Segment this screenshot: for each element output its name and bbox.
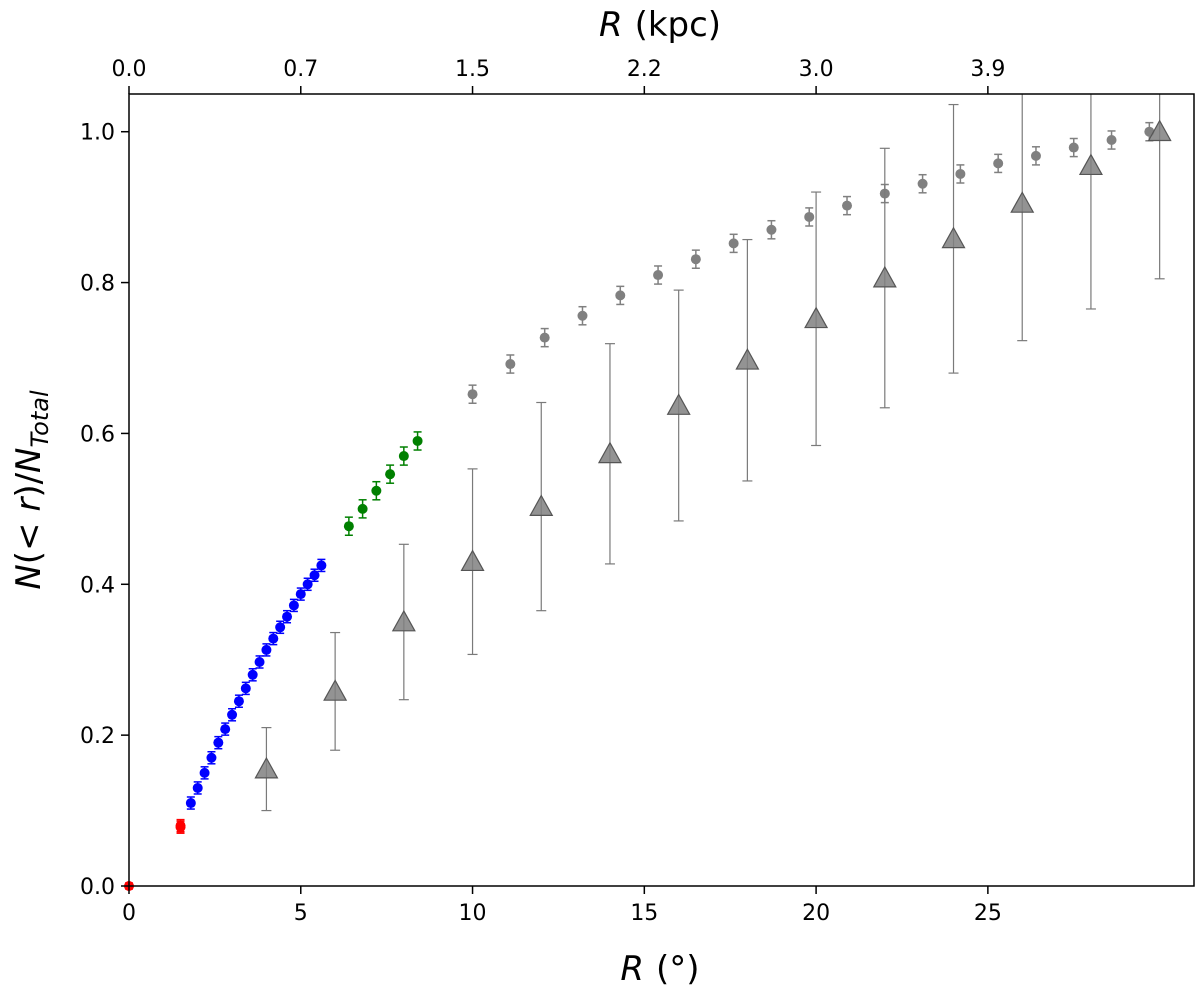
triangle-point	[735, 348, 760, 370]
data-point	[690, 254, 701, 265]
data-point	[206, 752, 217, 763]
data-point	[842, 200, 853, 211]
data-point	[302, 579, 313, 590]
data-point	[309, 570, 320, 581]
data-point	[766, 224, 777, 235]
triangle-point	[1147, 119, 1172, 142]
data-point	[316, 560, 327, 571]
data-point	[185, 798, 196, 809]
triangle-point	[666, 393, 691, 415]
data-point	[254, 656, 265, 667]
series-3	[467, 121, 1155, 405]
data-point	[993, 158, 1004, 169]
data-point	[1106, 135, 1117, 146]
data-point	[1030, 150, 1041, 161]
top-tick-label: 0.7	[283, 57, 318, 82]
x-tick-label: 15	[630, 901, 658, 926]
data-point	[539, 332, 550, 343]
data-point	[728, 238, 739, 249]
y-tick-label: 0.8	[80, 272, 115, 297]
data-point	[192, 782, 203, 793]
triangle-point	[1010, 191, 1035, 213]
data-point	[1068, 142, 1079, 153]
series-4	[254, 94, 1172, 812]
triangle-point	[941, 226, 966, 249]
data-point	[577, 310, 588, 321]
data-point	[343, 521, 354, 532]
top-tick-label: 3.0	[799, 57, 834, 82]
x-axis-title: R (°)	[620, 949, 699, 989]
data-point	[955, 168, 966, 179]
data-point	[357, 503, 368, 514]
data-point	[295, 589, 306, 600]
data-point	[220, 724, 231, 735]
series-2	[343, 431, 423, 537]
data-point	[371, 485, 382, 496]
top-tick-label: 3.9	[970, 57, 1005, 82]
triangle-point	[804, 306, 829, 329]
x-tick-label: 0	[122, 901, 136, 926]
series-1	[185, 558, 327, 810]
data-marks	[124, 94, 1172, 891]
x-tick-label: 10	[459, 901, 487, 926]
y-tick-label: 0.2	[80, 724, 115, 749]
x-tick-label: 25	[974, 901, 1002, 926]
x-tick-label: 20	[802, 901, 830, 926]
triangle-point	[1078, 153, 1103, 176]
y-tick-label: 1.0	[80, 121, 115, 146]
data-point	[227, 709, 238, 720]
data-point	[505, 359, 516, 370]
data-point	[653, 270, 664, 281]
y-tick-label: 0.0	[80, 875, 115, 900]
y-tick-label: 0.6	[80, 422, 115, 447]
data-point	[385, 469, 396, 480]
data-point	[199, 767, 210, 778]
data-point	[275, 622, 286, 633]
top-axis-title: R (kpc)	[599, 5, 721, 45]
top-tick-label: 1.5	[455, 57, 490, 82]
data-point	[175, 820, 186, 831]
top-tick-label: 2.2	[627, 57, 662, 82]
y-axis-title: N(< r)/NTotal	[9, 390, 54, 590]
triangle-point	[872, 265, 897, 288]
series-0	[124, 818, 186, 891]
data-point	[804, 211, 815, 222]
data-point	[247, 669, 258, 680]
data-point	[213, 737, 224, 748]
data-point	[467, 389, 478, 400]
y-tick-label: 0.4	[80, 573, 115, 598]
triangle-point	[254, 756, 279, 779]
triangle-point	[323, 679, 348, 701]
data-point	[240, 683, 251, 694]
data-point	[261, 644, 272, 655]
triangle-point	[529, 494, 554, 516]
data-point	[917, 178, 928, 189]
axis-ticks: 0 5 10 15 20 25 0.0 0.7 1.5 2.2 3.0 3.9 0.0 0.2 0.4 0.6…	[80, 57, 1005, 926]
data-point	[615, 290, 626, 301]
data-point	[282, 611, 293, 622]
top-tick-label: 0.0	[112, 57, 147, 82]
triangle-point	[391, 609, 416, 632]
data-point	[233, 696, 244, 707]
triangle-point	[597, 441, 622, 464]
data-point	[268, 633, 279, 644]
plot-frame	[128, 93, 1195, 887]
data-point	[412, 435, 423, 446]
x-tick-label: 5	[294, 901, 308, 926]
data-point	[398, 451, 409, 462]
triangle-point	[460, 549, 485, 572]
data-point	[288, 600, 299, 611]
